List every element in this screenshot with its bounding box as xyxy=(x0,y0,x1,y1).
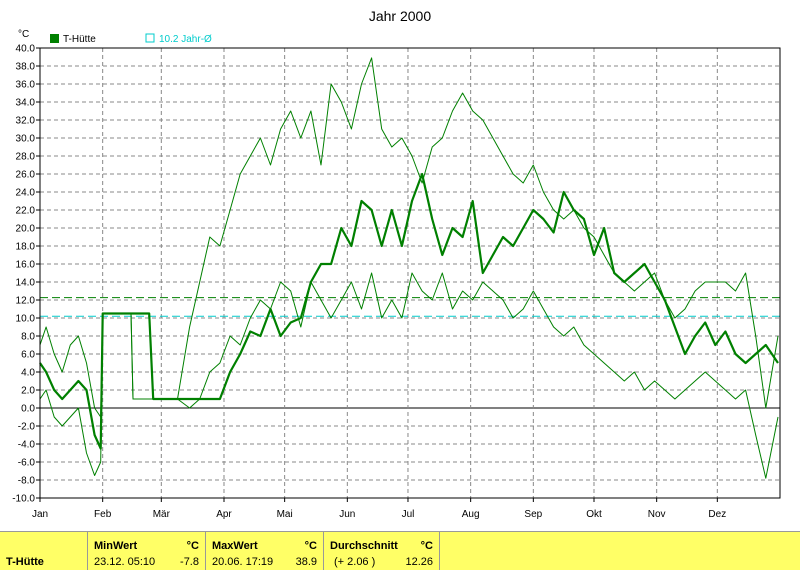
stats-row-label: T-Hütte xyxy=(6,556,44,568)
legend: T-Hütte 10.2 Jahr-Ø xyxy=(50,33,212,45)
y-tick-label: 2.0 xyxy=(21,386,35,397)
x-tick-label: Aug xyxy=(462,509,480,520)
y-tick-label: 30.0 xyxy=(16,134,36,145)
y-tick-label: 16.0 xyxy=(16,260,36,271)
x-tick-label: Dez xyxy=(708,509,726,520)
x-tick-label: Jun xyxy=(339,509,355,520)
y-tick-label: -2.0 xyxy=(18,422,36,433)
legend-swatch-series xyxy=(50,34,59,43)
y-axis-unit: °C xyxy=(18,29,29,40)
y-tick-label: 26.0 xyxy=(16,170,36,181)
y-tick-label: 18.0 xyxy=(16,242,36,253)
temperature-chart: Jahr 2000 °C T-Hütte 10.2 Jahr-Ø -10.0 -8… xyxy=(12,8,781,520)
plot-area xyxy=(39,57,780,479)
grid xyxy=(40,47,780,499)
plot-frame xyxy=(39,47,781,499)
y-tick-label: 22.0 xyxy=(16,206,36,217)
stats-bar: T-Hütte MinWert °C 23.12. 05:10 -7.8 Max… xyxy=(0,531,800,570)
y-tick-label: 12.0 xyxy=(16,296,36,307)
y-tick-label: -10.0 xyxy=(12,494,35,505)
stats-min-time: 23.12. 05:10 xyxy=(94,556,156,568)
stats-max-cell: MaxWert °C 20.06. 17:19 38.9 xyxy=(206,532,324,570)
y-tick-label: 24.0 xyxy=(16,188,36,199)
chart-title: Jahr 2000 xyxy=(369,8,431,24)
stats-avg-unit: °C xyxy=(420,540,433,552)
legend-label-series: T-Hütte xyxy=(63,34,96,45)
stats-row-label-cell: T-Hütte xyxy=(0,532,88,570)
legend-swatch-reference xyxy=(145,33,155,43)
y-tick-label: 8.0 xyxy=(21,332,35,343)
x-tick-label: Okt xyxy=(586,509,602,520)
stats-max-value: 38.9 xyxy=(295,556,317,568)
x-tick-label: Feb xyxy=(94,509,112,520)
y-tick-label: 28.0 xyxy=(16,152,36,163)
y-tick-label: 20.0 xyxy=(16,224,36,235)
x-tick-label: Jul xyxy=(402,509,415,520)
legend-label-reference: 10.2 Jahr-Ø xyxy=(159,34,212,45)
x-tick-label: Jan xyxy=(32,509,48,520)
stats-avg-diff: (+ 2.06 ) xyxy=(334,556,376,568)
y-tick-label: 34.0 xyxy=(16,98,36,109)
y-tick-label: 32.0 xyxy=(16,116,36,127)
y-tick-label: 36.0 xyxy=(16,80,36,91)
y-tick-label: 38.0 xyxy=(16,62,36,73)
stats-min-cell: MinWert °C 23.12. 05:10 -7.8 xyxy=(88,532,206,570)
x-tick-label: Sep xyxy=(524,509,542,520)
y-tick-label: -8.0 xyxy=(18,476,36,487)
y-tick-label: 10.0 xyxy=(16,314,36,325)
x-tick-label: Nov xyxy=(648,509,666,520)
y-tick-label: 0.0 xyxy=(21,404,35,415)
x-axis: Jan Feb Mär Apr Mai Jun Jul Aug Sep Okt Nov Dez xyxy=(32,498,726,520)
y-tick-label: 4.0 xyxy=(21,368,35,379)
y-tick-label: 40.0 xyxy=(16,44,36,55)
stats-min-header: MinWert xyxy=(94,540,138,552)
stats-avg-value: 12.26 xyxy=(405,556,433,568)
stats-max-unit: °C xyxy=(304,540,317,552)
stats-min-unit: °C xyxy=(186,540,199,552)
y-tick-label: 14.0 xyxy=(16,278,36,289)
stats-avg-cell: Durchschnitt °C (+ 2.06 ) 12.26 xyxy=(324,532,440,570)
stats-max-header: MaxWert xyxy=(212,540,258,552)
x-tick-label: Mär xyxy=(153,509,171,520)
stats-avg-header: Durchschnitt xyxy=(330,540,398,552)
y-tick-label: -4.0 xyxy=(18,440,36,451)
x-tick-label: Apr xyxy=(216,509,232,520)
series-line-mean xyxy=(39,172,779,450)
y-tick-label: -6.0 xyxy=(18,458,36,469)
stats-max-time: 20.06. 17:19 xyxy=(212,556,274,568)
y-axis: -10.0 -8.0 -6.0 -4.0 -2.0 0.0 2.0 4.0 6.0 8.0 10.0… xyxy=(12,44,40,505)
stats-min-value: -7.8 xyxy=(180,556,199,568)
y-tick-label: 6.0 xyxy=(21,350,35,361)
x-tick-label: Mai xyxy=(277,509,293,520)
